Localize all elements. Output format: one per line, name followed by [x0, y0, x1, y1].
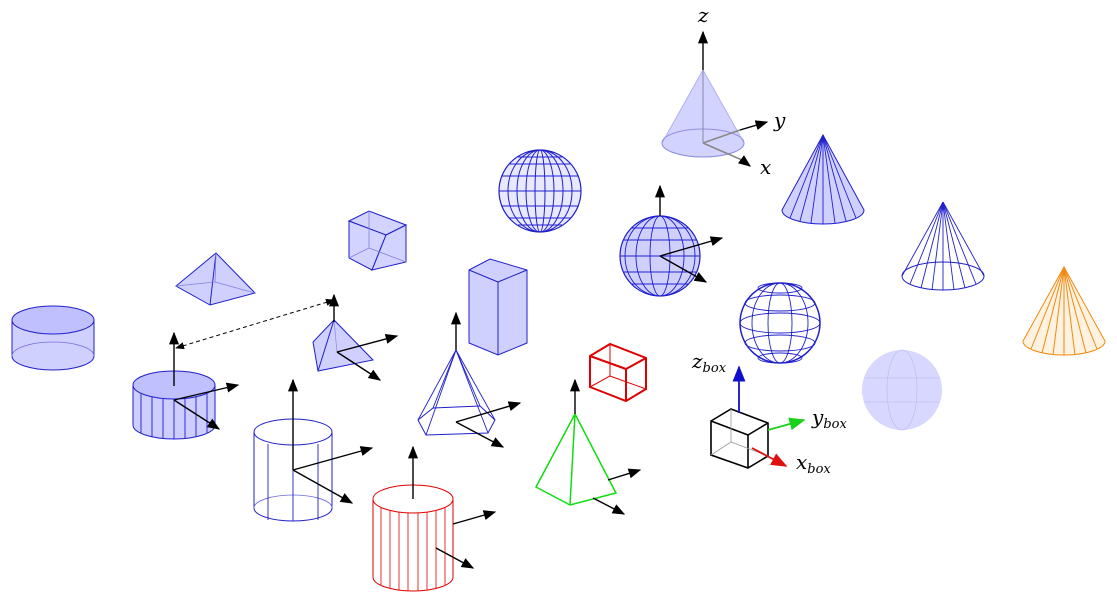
y-box-arrow [767, 417, 806, 431]
y-axis-arrow [739, 120, 769, 131]
x-box-label: xbox [796, 450, 831, 477]
pyramid-filled [175, 252, 256, 306]
cone-with-axes: z y x [661, 3, 786, 179]
sphere-wireframe [498, 149, 582, 233]
z-axis-label: z [697, 3, 709, 27]
sphere-with-axes [619, 184, 724, 297]
pyramid-with-axes [312, 293, 399, 381]
bounding-box-with-axes: zbox ybox xbox [691, 349, 847, 477]
cone-orange [1022, 265, 1106, 356]
cone-wireframe [901, 201, 985, 291]
y-axis-label: y [773, 108, 786, 132]
sphere-pale [862, 349, 942, 431]
cylinder-red-wireframe [372, 445, 497, 592]
cube-filled [347, 210, 408, 271]
cylinder-filled-with-axes [132, 331, 240, 440]
cube-red-wireframe [589, 342, 647, 403]
pyramid-green-wireframe [534, 378, 642, 515]
sphere-latitude-wireframe [739, 282, 821, 364]
cylinder-wireframe-with-axes [253, 378, 374, 522]
cone-filled-lines [781, 133, 865, 225]
x-box-arrow [751, 447, 788, 467]
dashed-double-arrow [175, 298, 335, 350]
pentagonal-pyramid-wireframe [417, 311, 522, 448]
x-axis-label: x [760, 155, 771, 179]
box-filled [468, 258, 528, 356]
x-axis-arrow [737, 155, 752, 167]
cylinder-filled [11, 305, 95, 371]
z-box-label: zbox [691, 349, 727, 376]
y-box-label: ybox [811, 405, 847, 432]
